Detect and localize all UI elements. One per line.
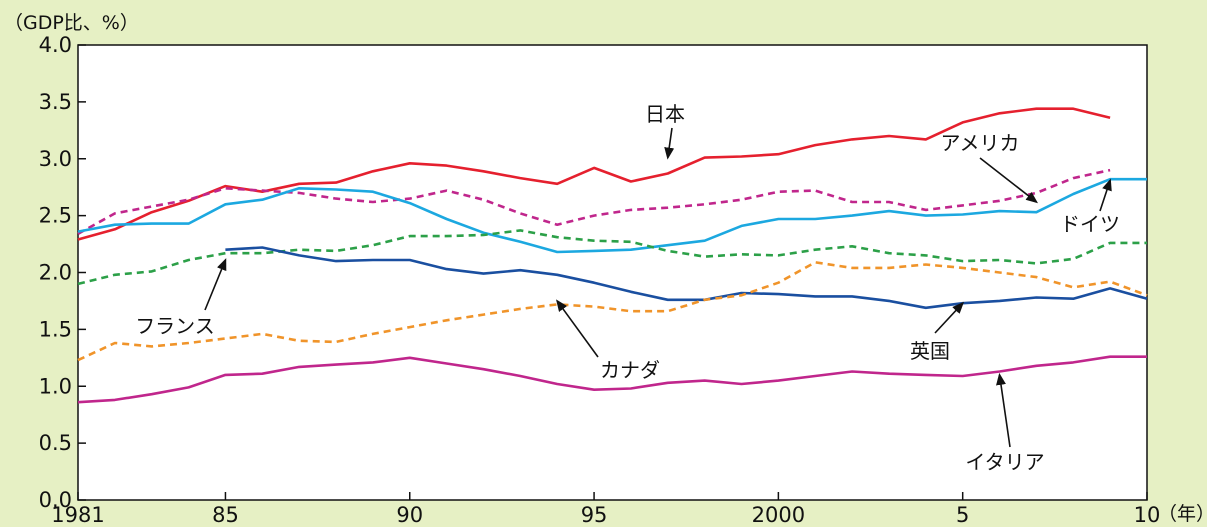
annotation-arrow <box>979 157 1038 204</box>
y-tick-label: 3.5 <box>39 90 72 114</box>
series-line-3 <box>77 229 1147 286</box>
series-annotation-label: 日本 <box>645 102 685 126</box>
y-axis: 0.0 0.5 1.0 1.5 2.0 2.5 3.0 3.5 4.0 <box>39 33 86 512</box>
series-annotation-label: イタリア <box>965 450 1044 474</box>
y-tick-label: 0.0 <box>39 488 72 512</box>
annotation-arrow <box>934 301 965 334</box>
series-line-4 <box>225 246 1148 310</box>
y-tick-label: 1.5 <box>39 317 72 341</box>
series-line-2 <box>77 177 1147 254</box>
x-tick-label: 5 <box>956 503 969 527</box>
annotation-arrow <box>556 299 599 358</box>
series-lines <box>77 107 1148 404</box>
series-line-6 <box>77 355 1147 404</box>
x-tick-label: 90 <box>396 503 423 527</box>
y-axis-unit-label: （GDP比、%） <box>4 12 139 34</box>
y-tick-label: 3.0 <box>39 147 72 171</box>
y-tick-label: 2.5 <box>39 204 72 228</box>
series-annotation-label: 英国 <box>910 339 950 363</box>
y-tick-label: 4.0 <box>39 33 72 57</box>
series-line-1 <box>77 168 1111 235</box>
x-tick-label: 1981 <box>51 503 104 527</box>
annotation-arrow <box>204 258 227 311</box>
x-axis: 1981 85 90 95 2000 5 10 <box>51 492 1160 527</box>
x-tick-label: 85 <box>212 503 239 527</box>
x-axis-unit-label: （年） <box>1158 503 1207 525</box>
annotation-arrow <box>664 127 675 160</box>
y-tick-label: 2.0 <box>39 261 72 285</box>
annotation-arrow <box>996 372 1011 448</box>
series-annotation-label: アメリカ <box>941 131 1020 155</box>
series-annotation-label: ドイツ <box>1060 212 1120 236</box>
x-tick-label: 10 <box>1134 503 1161 527</box>
series-line-5 <box>77 260 1148 362</box>
series-annotation-label: カナダ <box>600 358 660 382</box>
y-tick-label: 1.0 <box>39 374 72 398</box>
x-tick-label: 2000 <box>752 503 805 527</box>
annotation-arrow <box>1099 178 1112 212</box>
plot-area <box>77 44 1148 501</box>
x-tick-label: 95 <box>581 503 608 527</box>
y-tick-label: 0.5 <box>39 431 72 455</box>
series-annotation-label: フランス <box>135 314 215 338</box>
